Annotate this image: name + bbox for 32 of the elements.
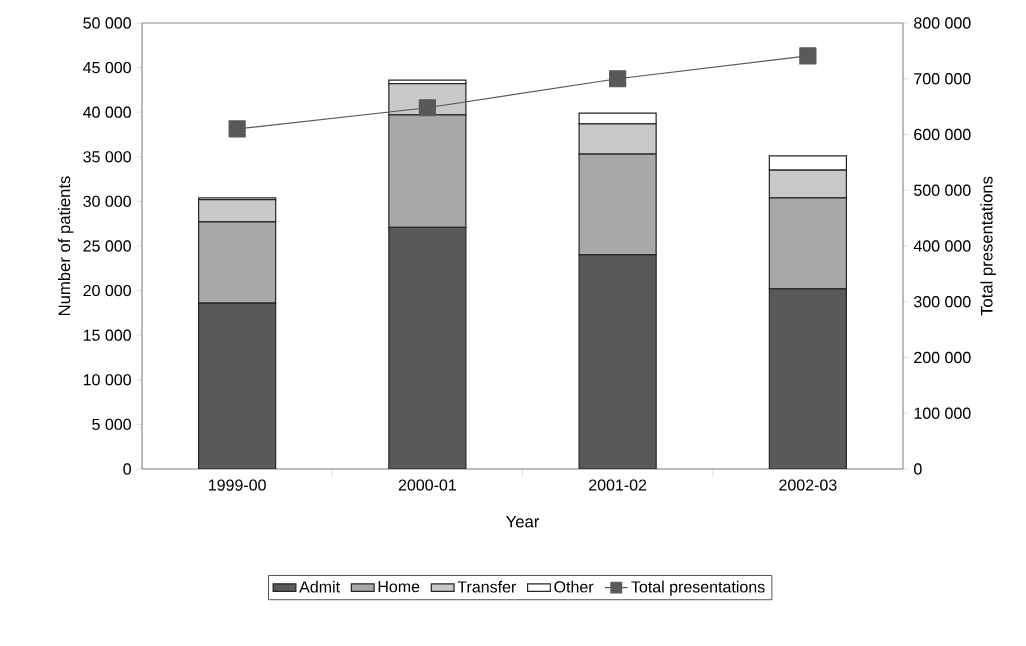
y-tick-label: 0 xyxy=(123,463,131,475)
y-axis-title: Number of patients xyxy=(57,176,74,316)
y-tick-label: 15 000 xyxy=(83,329,131,341)
y-tick-label: 50 000 xyxy=(83,17,131,29)
x-axis-title: Year xyxy=(506,515,540,528)
y-tick-label: 30 000 xyxy=(83,195,131,208)
y2-tick-label: 0 xyxy=(914,463,922,475)
y-tick-label: 20 000 xyxy=(83,284,131,297)
x-tick-label: 2000-01 xyxy=(398,479,456,491)
y-tick-label: 40 000 xyxy=(83,106,131,118)
y2-tick-label: 300 000 xyxy=(914,296,971,308)
y2-tick-label: 700 000 xyxy=(914,73,971,85)
y2-tick-label: 600 000 xyxy=(914,128,971,141)
y2-tick-label: 500 000 xyxy=(914,184,971,196)
legend-label: Transfer xyxy=(457,580,517,593)
y2-tick-label: 400 000 xyxy=(913,240,971,252)
x-tick-label: 2001-02 xyxy=(589,479,647,491)
y2-tick-label: 200 000 xyxy=(914,351,971,364)
x-tick-label: 1999-00 xyxy=(208,479,266,491)
y-tick-label: 35 000 xyxy=(83,151,131,163)
y-tick-label: 25 000 xyxy=(83,240,131,252)
legend-label: Other xyxy=(554,580,594,593)
y2-tick-label: 800 000 xyxy=(914,17,971,29)
y-tick-label: 10 000 xyxy=(83,374,131,386)
y-tick-label: 45 000 xyxy=(83,61,131,74)
legend-label: Home xyxy=(378,581,420,593)
y-tick-label: 5 000 xyxy=(92,418,131,431)
x-tick-label: 2002-03 xyxy=(779,479,837,491)
y2-axis-title: Total presentations xyxy=(980,176,996,316)
legend-label: Admit xyxy=(299,580,340,593)
legend-label: Total presentations xyxy=(631,580,765,596)
y2-tick-label: 100 000 xyxy=(914,407,971,419)
